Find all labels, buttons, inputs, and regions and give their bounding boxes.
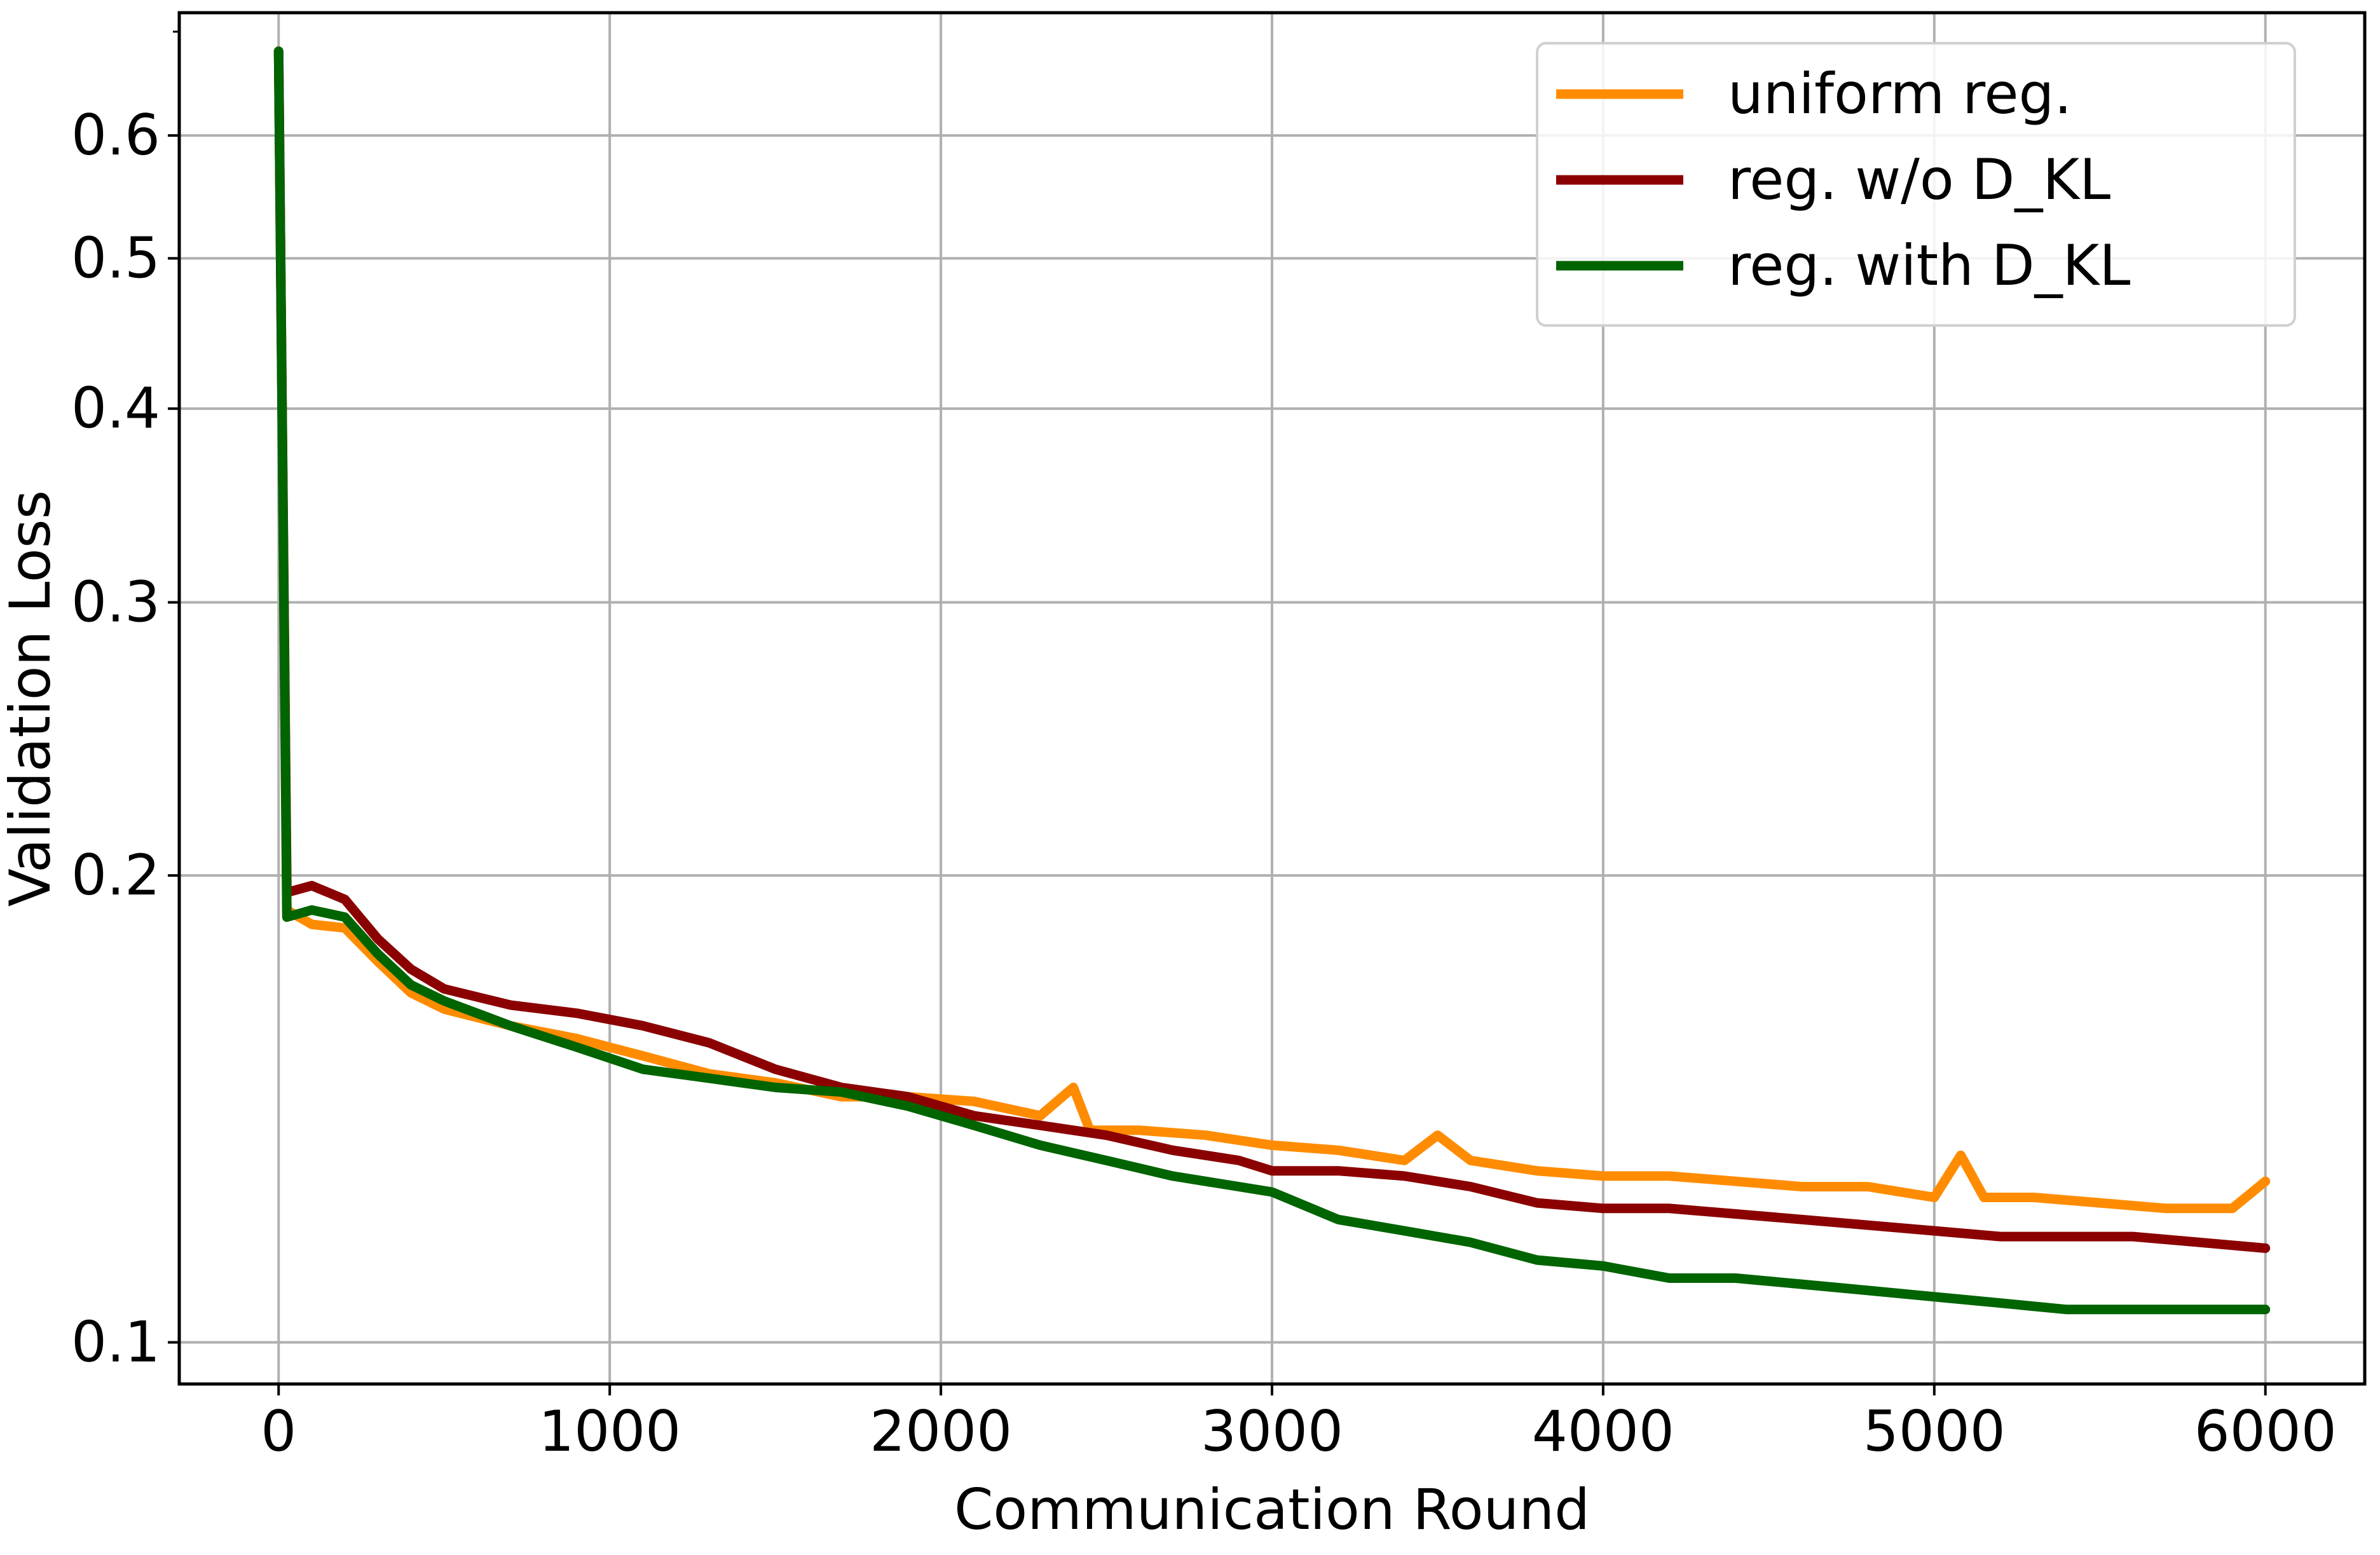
y-tick-label: 0.3 bbox=[71, 570, 160, 635]
series-lines bbox=[273, 46, 2271, 1315]
x-tick-label: 4000 bbox=[1532, 1399, 1674, 1464]
series-line-2 bbox=[273, 46, 2271, 1253]
legend-label-3: reg. with D_KL bbox=[1728, 233, 2130, 298]
x-tick-label: 0 bbox=[261, 1399, 296, 1464]
series-line-3 bbox=[273, 46, 2271, 1315]
legend-box bbox=[1536, 42, 2296, 327]
axis-ticks: 0 1000 2000 3000 4000 5000 6000 0.1 0.2 0.3 0.4 0.5… bbox=[71, 31, 2337, 1464]
x-tick-label: 5000 bbox=[1863, 1399, 2006, 1464]
series-line-1 bbox=[273, 46, 2271, 1214]
x-tick-label: 1000 bbox=[538, 1399, 681, 1464]
x-tick-label: 6000 bbox=[2194, 1399, 2337, 1464]
legend: uniform reg. reg. w/o D_KL reg. with D_KL bbox=[1536, 42, 2296, 327]
x-axis-title: Communication Round bbox=[954, 1477, 1590, 1542]
y-tick-label: 0.6 bbox=[71, 102, 160, 168]
x-tick-label: 3000 bbox=[1201, 1399, 1343, 1464]
y-tick-label: 0.5 bbox=[71, 225, 160, 291]
x-tick-label: 2000 bbox=[870, 1399, 1012, 1464]
y-tick-label: 0.2 bbox=[71, 842, 160, 908]
y-tick-label: 0.4 bbox=[71, 376, 160, 441]
legend-label-2: reg. w/o D_KL bbox=[1728, 147, 2110, 212]
legend-label-1: uniform reg. bbox=[1728, 61, 2072, 127]
y-tick-label: 0.1 bbox=[71, 1309, 160, 1374]
y-axis-title: Validation Loss bbox=[0, 490, 63, 907]
